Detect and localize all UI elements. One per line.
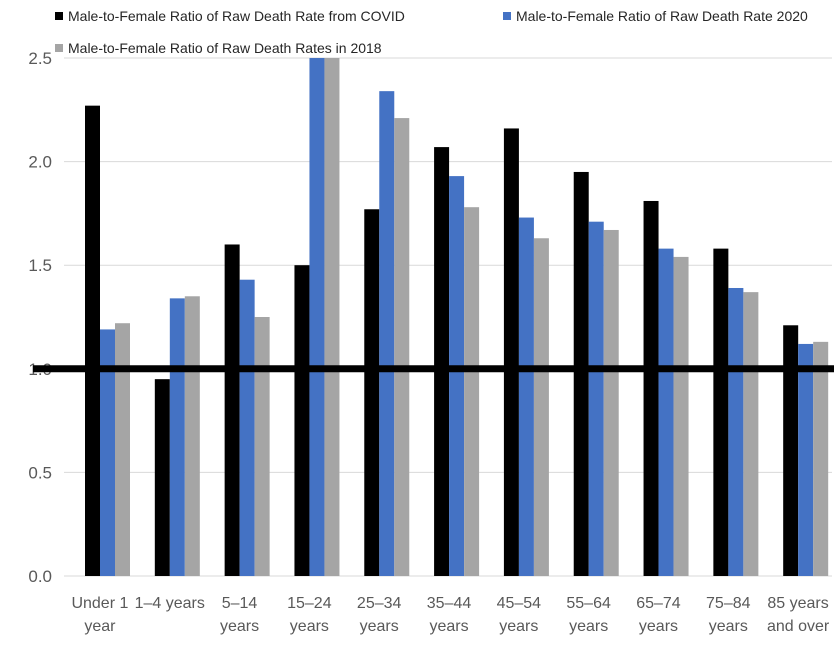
bar-2018 xyxy=(813,341,829,576)
x-category-label: years xyxy=(569,618,608,635)
x-category-label: years xyxy=(360,618,399,635)
bar-covid xyxy=(783,325,799,576)
x-category-label: 65–74 xyxy=(636,595,681,612)
legend-swatch-2018 xyxy=(55,44,63,53)
x-category-label: 55–64 xyxy=(566,595,611,612)
bar-2020 xyxy=(100,329,115,576)
legend-label-covid: Male-to-Female Ratio of Raw Death Rate f… xyxy=(68,8,405,24)
y-tick-label: 1.5 xyxy=(28,256,52,275)
bar-2018 xyxy=(254,317,270,576)
legend-item-covid: Male-to-Female Ratio of Raw Death Rate f… xyxy=(55,8,405,24)
x-category-label: year xyxy=(84,618,116,635)
y-tick-label: 2.0 xyxy=(28,153,52,172)
x-category-label: years xyxy=(639,618,678,635)
bar-2018 xyxy=(743,292,759,576)
bar-2018 xyxy=(394,118,410,576)
bar-2020 xyxy=(449,176,465,576)
bar-2020 xyxy=(728,287,744,576)
bar-2018 xyxy=(324,58,340,576)
y-tick-label: 0.5 xyxy=(28,463,52,482)
bar-2020 xyxy=(309,58,325,576)
x-category-label: 25–34 xyxy=(357,595,402,612)
bar-2018 xyxy=(184,296,200,576)
legend-swatch-covid xyxy=(55,12,63,21)
legend-swatch-2020 xyxy=(503,12,511,21)
x-category-label: years xyxy=(499,618,538,635)
x-category-label: 15–24 xyxy=(287,595,332,612)
x-category-label: years xyxy=(220,618,259,635)
x-category-label: years xyxy=(429,618,468,635)
bar-covid xyxy=(224,244,240,577)
x-category-label: 45–54 xyxy=(497,595,542,612)
x-category-label: 85 years xyxy=(767,595,828,612)
x-category-label: 75–84 xyxy=(706,595,751,612)
x-category-label: years xyxy=(709,618,748,635)
bar-covid xyxy=(364,209,380,577)
bar-2018 xyxy=(673,256,689,576)
bar-2020 xyxy=(518,217,534,576)
bar-covid xyxy=(434,147,450,576)
bar-2020 xyxy=(169,298,185,576)
bar-2018 xyxy=(603,229,619,576)
y-tick-label: 0.0 xyxy=(28,567,52,586)
x-category-label: years xyxy=(290,618,329,635)
bar-covid xyxy=(503,128,519,576)
legend-item-2018: Male-to-Female Ratio of Raw Death Rates … xyxy=(55,40,382,56)
bar-2020 xyxy=(658,248,674,576)
bar-covid xyxy=(713,248,729,576)
bar-2020 xyxy=(379,91,395,576)
bar-covid xyxy=(294,265,310,576)
x-category-label: 1–4 years xyxy=(135,595,205,612)
bar-covid xyxy=(154,379,170,576)
x-category-label: 5–14 xyxy=(222,595,258,612)
legend-item-2020: Male-to-Female Ratio of Raw Death Rate 2… xyxy=(503,8,808,24)
bar-2020 xyxy=(239,279,255,576)
bar-covid xyxy=(573,171,589,576)
bar-2018 xyxy=(464,207,480,576)
bar-covid xyxy=(643,200,659,576)
bar-2020 xyxy=(588,221,604,577)
bar-2018 xyxy=(533,238,549,576)
legend-label-2020: Male-to-Female Ratio of Raw Death Rate 2… xyxy=(516,8,808,24)
legend-label-2018: Male-to-Female Ratio of Raw Death Rates … xyxy=(68,40,382,56)
bar-2020 xyxy=(798,343,814,576)
y-tick-label: 2.5 xyxy=(28,49,52,68)
x-category-label: 35–44 xyxy=(427,595,472,612)
bar-2018 xyxy=(115,323,130,576)
x-category-label: Under 1 xyxy=(71,595,128,612)
bar-covid xyxy=(85,105,100,576)
x-category-label: and over xyxy=(767,618,830,635)
